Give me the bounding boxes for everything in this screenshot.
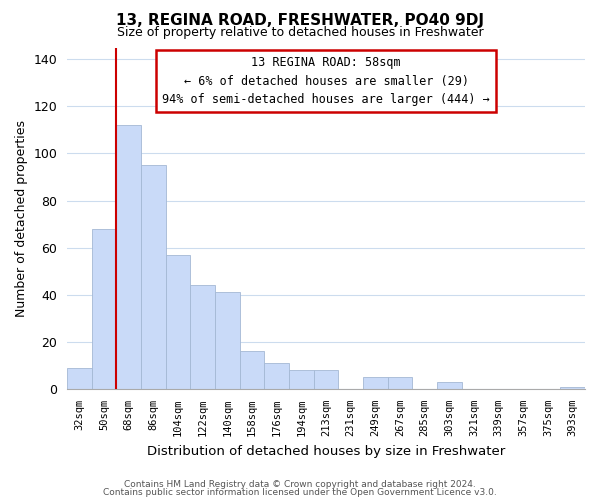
Y-axis label: Number of detached properties: Number of detached properties xyxy=(15,120,28,316)
Bar xyxy=(116,125,141,389)
Text: Size of property relative to detached houses in Freshwater: Size of property relative to detached ho… xyxy=(116,26,484,39)
Bar xyxy=(215,292,240,389)
Bar xyxy=(363,377,388,389)
Bar xyxy=(560,386,585,389)
Text: Contains HM Land Registry data © Crown copyright and database right 2024.: Contains HM Land Registry data © Crown c… xyxy=(124,480,476,489)
Bar xyxy=(265,363,289,389)
Text: 13, REGINA ROAD, FRESHWATER, PO40 9DJ: 13, REGINA ROAD, FRESHWATER, PO40 9DJ xyxy=(116,12,484,28)
Text: 13 REGINA ROAD: 58sqm
← 6% of detached houses are smaller (29)
94% of semi-detac: 13 REGINA ROAD: 58sqm ← 6% of detached h… xyxy=(162,56,490,106)
Bar xyxy=(166,254,190,389)
X-axis label: Distribution of detached houses by size in Freshwater: Distribution of detached houses by size … xyxy=(147,444,505,458)
Bar xyxy=(289,370,314,389)
Bar xyxy=(240,352,265,389)
Bar xyxy=(190,286,215,389)
Bar xyxy=(437,382,462,389)
Bar xyxy=(314,370,338,389)
Bar xyxy=(141,165,166,389)
Bar xyxy=(67,368,92,389)
Bar xyxy=(388,377,412,389)
Text: Contains public sector information licensed under the Open Government Licence v3: Contains public sector information licen… xyxy=(103,488,497,497)
Bar xyxy=(92,229,116,389)
